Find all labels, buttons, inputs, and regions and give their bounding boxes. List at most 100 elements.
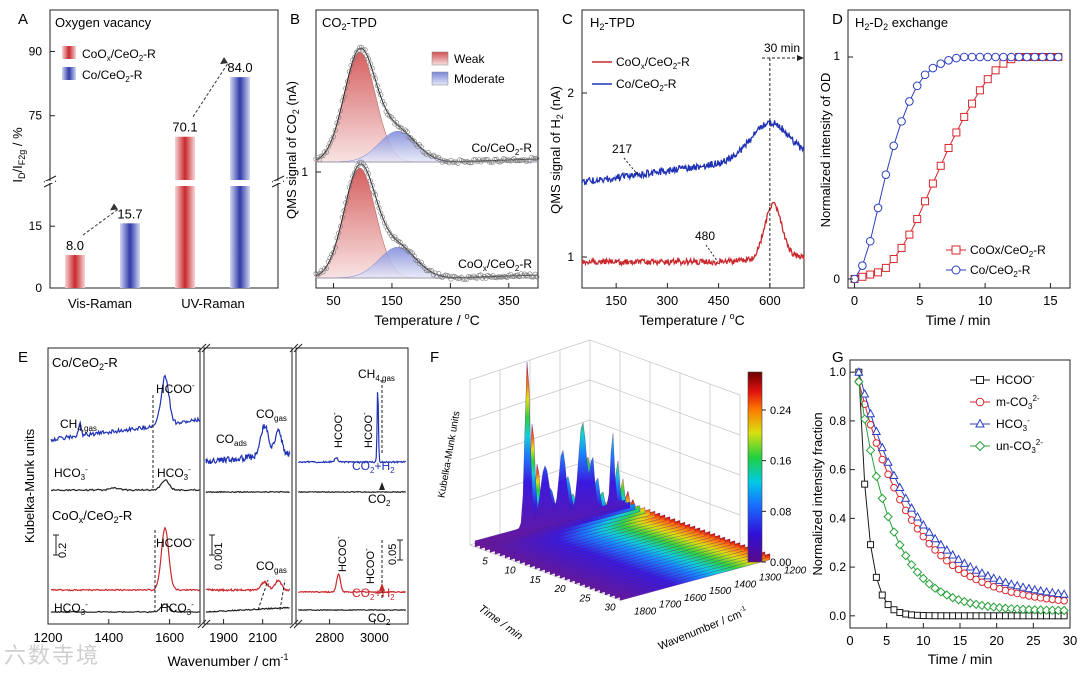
panel-b-raw-point — [443, 272, 449, 278]
panel-g-point-0 — [878, 591, 886, 599]
panel-b-raw-point — [516, 274, 522, 280]
panel-g-point-1 — [872, 439, 881, 447]
panel-b-raw-point — [345, 79, 351, 85]
panel-e-label-hcoo-right-3: HCOO- — [334, 536, 349, 572]
panel-f-time-tick-label: 20 — [553, 584, 566, 595]
panel-b-raw-point — [529, 154, 535, 160]
panel-f-time-label: Time / min — [476, 603, 525, 643]
panel-b-raw-point — [390, 116, 396, 122]
panel-g-point-2 — [948, 549, 958, 559]
panel-g-line-3 — [858, 381, 1065, 611]
panel-a-y-tick-label: 75 — [29, 109, 43, 123]
panel-g-legend: HCOO-m-CO32- HCO3- un-CO32- — [970, 372, 1043, 455]
panel-b-raw-point — [513, 158, 519, 164]
panel-g-point-0 — [996, 612, 1004, 620]
panel-e-arrow-co2-bottom — [379, 583, 385, 591]
panel-g-point-1 — [1060, 596, 1068, 605]
panel-b-raw-point — [336, 230, 342, 236]
panel-g-point-0 — [861, 480, 869, 488]
panel-e-spectra — [50, 374, 407, 614]
panel-b-raw-point — [348, 180, 354, 186]
panel-b-raw-point — [334, 235, 340, 241]
panel-b-raw-point — [339, 98, 345, 104]
panel-d-point-co — [897, 117, 906, 126]
panel-g-point-2 — [1047, 587, 1058, 597]
panel-e-label-co2h2-top: CO2+H2 — [352, 459, 395, 475]
panel-g-point-3 — [1006, 603, 1017, 614]
panel-e-arrow-co2-top — [379, 482, 385, 490]
panel-g-point-3 — [889, 527, 899, 537]
panel-d-point-co — [1030, 52, 1040, 62]
panel-d-x-tick-label: 15 — [1043, 293, 1057, 308]
panel-a-arrow-uv — [192, 62, 229, 117]
panel-c-line-co — [581, 120, 805, 186]
panel-b-raw-point — [467, 160, 473, 166]
panel-a-y-label: ID/IF2g / % — [10, 127, 27, 183]
panel-e-label-hcoo-bottom: HCOO- — [156, 535, 195, 550]
watermark: 六数寺境 — [4, 644, 101, 669]
panel-b-frame — [315, 9, 539, 289]
panel-d-legend-co: Co/CeO2-R — [970, 263, 1031, 279]
panel-c-hold-arrowhead — [797, 55, 804, 61]
panel-d-x-tick-label: 0 — [851, 293, 858, 308]
panel-f-letter: F — [430, 349, 439, 366]
panel-g-x-tick-label: 20 — [989, 633, 1003, 648]
panel-b-raw-point — [369, 65, 375, 71]
panel-g-point-0 — [890, 606, 898, 614]
panel-f-colorbar-tick-label: 0.24 — [770, 405, 791, 417]
panel-b-raw-point — [401, 129, 407, 135]
panel-c-line-coox — [581, 201, 805, 267]
panel-g-point-2 — [994, 575, 1005, 584]
panel-b-raw-point — [462, 276, 468, 282]
panel-e-letter: E — [18, 349, 28, 366]
panel-e-label-co-ads: COads — [216, 432, 247, 448]
panel-d-point-coox — [991, 66, 1000, 75]
panel-g-point-0 — [884, 601, 892, 609]
panel-b-raw-point — [322, 149, 328, 155]
panel-b-raw-point — [416, 261, 422, 267]
panel-e-label-co2h2-bottom: CO2+H2 — [352, 586, 395, 602]
panel-c-title: H2-TPD — [590, 15, 635, 32]
panel-e-x-tick-label: 2100 — [248, 630, 277, 645]
panel-c-curves — [581, 120, 805, 267]
panel-b-raw-point — [488, 274, 494, 280]
panel-g-point-3 — [994, 603, 1005, 613]
panel-g-point-2 — [883, 457, 893, 466]
panel-g-point-0 — [1001, 612, 1009, 620]
panel-b-raw-point — [324, 149, 330, 155]
panel-g-point-2 — [1030, 584, 1040, 594]
panel-g-point-0 — [931, 612, 939, 620]
panel-b-raw-point — [394, 237, 400, 243]
panel-g-x-tick-label: 30 — [1063, 633, 1077, 648]
panel-f-time-tick-label: 30 — [604, 603, 616, 614]
panel-g-point-3 — [859, 414, 870, 424]
panel-a-y-ticks: 0 15 75 90 — [29, 44, 55, 295]
panel-f-time-tick-label: 25 — [578, 593, 591, 604]
panel-g-point-3 — [1012, 604, 1022, 614]
panel-b-raw-point — [378, 210, 384, 216]
panel-b-raw-point — [336, 115, 342, 121]
panel-g-point-2 — [971, 565, 981, 574]
panel-g-point-0 — [908, 611, 916, 619]
panel-b-raw-point — [381, 102, 387, 108]
panel-f-wavenumber-tick-label: 1400 — [734, 579, 757, 590]
panel-c-x-tick-label: 600 — [759, 293, 781, 308]
panel-g-y-tick-label: 0.2 — [829, 560, 846, 574]
panel-e-scale-label-3: 0.05 — [387, 544, 399, 565]
panel-b-raw-point — [532, 156, 538, 162]
panel-g-point-2 — [854, 367, 864, 376]
panel-d-x-ticks: 0 5 10 15 — [851, 283, 1058, 308]
panel-a-value-label: 8.0 — [66, 238, 84, 253]
panel-f-time-tick-label: 10 — [504, 566, 516, 577]
panel-e-top-co2-spectrum-seg3 — [297, 490, 406, 494]
panel-e-label-ch4-right: CH4,gas — [358, 367, 395, 383]
panel-b-raw-point — [530, 274, 536, 280]
panel-b-raw-point — [411, 253, 417, 259]
panel-a-frame — [49, 9, 279, 289]
panel-a-value-label: 84.0 — [227, 60, 252, 75]
panel-g-point-2 — [912, 511, 923, 521]
panel-g-point-1 — [866, 420, 875, 429]
panel-e-bottom-co2-spectrum-seg2 — [205, 606, 290, 613]
panel-g-point-1 — [937, 551, 945, 560]
panel-c-x-tick-label: 300 — [657, 293, 679, 308]
